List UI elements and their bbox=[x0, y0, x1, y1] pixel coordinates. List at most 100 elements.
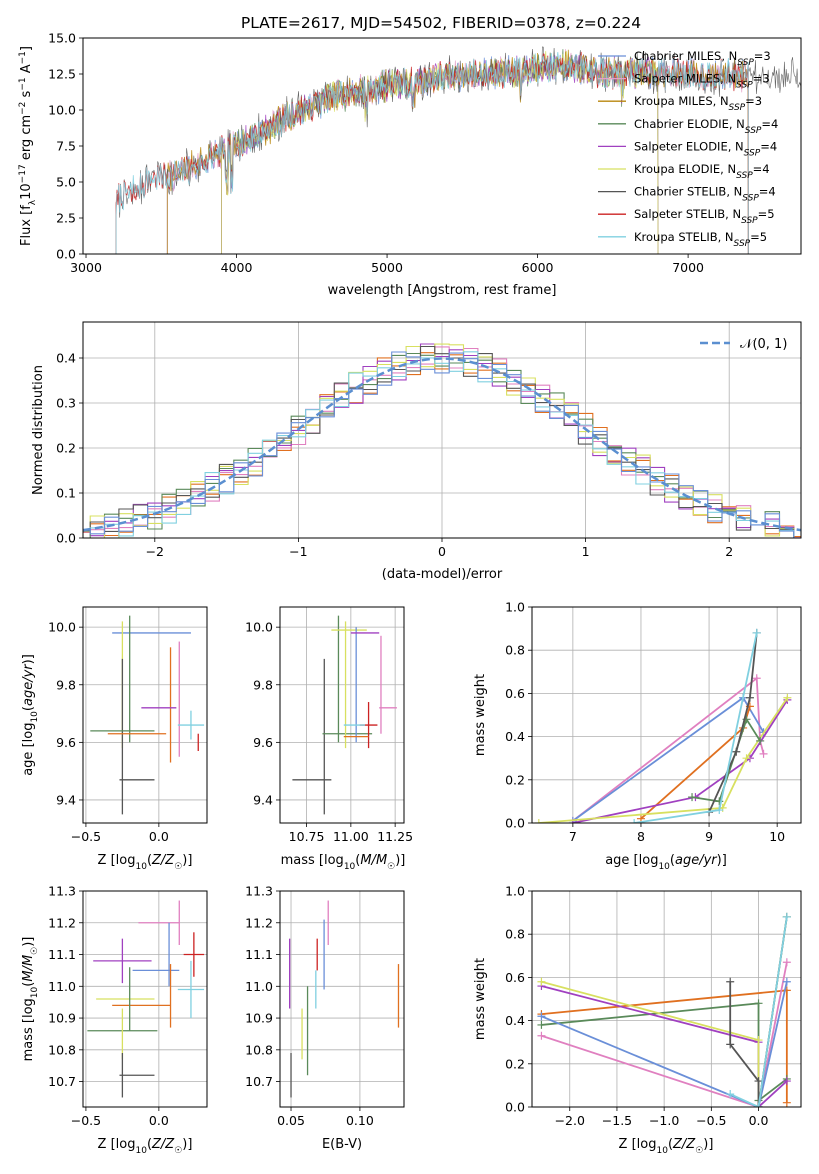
label-fragment: ☉ bbox=[174, 1146, 182, 1156]
axes-age-vs-mass: 10.75 11.00 11.25 9.4 9.6 9.8 10.0 mass [log10(… bbox=[245, 606, 413, 872]
x-tick-label: −1.5 bbox=[602, 1113, 632, 1128]
y-tick-label: 0.2 bbox=[505, 772, 525, 787]
x-tick-label: 0.10 bbox=[346, 1113, 374, 1128]
y-tick-label: 0.1 bbox=[56, 486, 76, 501]
x-tick-label: 5000 bbox=[371, 260, 403, 275]
y-tick-label: 10.0 bbox=[245, 620, 273, 635]
weight-line bbox=[708, 632, 758, 813]
weight-marker bbox=[752, 674, 761, 683]
y-tick-label: 2.5 bbox=[56, 211, 76, 226]
gaussian-curve bbox=[83, 357, 801, 532]
label-fragment: −17 bbox=[18, 164, 28, 183]
label-fragment: 10 bbox=[344, 862, 356, 872]
x-tick-label: 8 bbox=[637, 829, 645, 844]
y-tick-label: 10.7 bbox=[48, 1074, 76, 1089]
weight-marker bbox=[630, 819, 639, 823]
y-tick-label: 9.6 bbox=[56, 735, 76, 750]
label-fragment: λ bbox=[28, 199, 38, 205]
label-fragment: SSP bbox=[742, 194, 759, 204]
label-fragment: =3 bbox=[754, 49, 771, 63]
label-fragment: =3 bbox=[745, 94, 762, 108]
y-tick-label: 0.2 bbox=[505, 1056, 525, 1071]
weight-marker bbox=[782, 1077, 791, 1086]
x-tick-label: 7 bbox=[569, 829, 577, 844]
x-tick-label: 11.00 bbox=[333, 829, 369, 844]
axes-frame bbox=[279, 606, 405, 824]
weight-line bbox=[541, 962, 788, 1107]
y-tick-label: 0.0 bbox=[505, 816, 525, 831]
weight-marker bbox=[537, 977, 546, 986]
axes-frame bbox=[82, 606, 208, 824]
x-tick-label: 0.05 bbox=[277, 1113, 305, 1128]
x-tick-label: −0.5 bbox=[696, 1113, 726, 1128]
histogram-step bbox=[83, 352, 801, 538]
x-tick-label: −1 bbox=[289, 544, 307, 559]
weight-marker bbox=[715, 806, 724, 815]
legend-entry: Kroupa MILES, NSSP=3 bbox=[634, 94, 762, 113]
weight-marker bbox=[745, 693, 754, 702]
weight-marker bbox=[783, 693, 792, 702]
y-axis-label: Normed distribution bbox=[31, 365, 46, 495]
axes-residuals: −2 −1 0 1 2 0.0 0.1 0.2 0.3 0.4 𝒩(0, 1) (data-model… bbox=[31, 321, 802, 582]
label-fragment: ☉ bbox=[387, 862, 395, 872]
weight-marker bbox=[537, 1031, 546, 1040]
y-axis-label: mass weight bbox=[473, 958, 488, 1040]
legend-entry: Salpeter STELIB, NSSP=5 bbox=[634, 207, 775, 226]
label-fragment: age/yr bbox=[675, 853, 718, 868]
plot-area-spectrum bbox=[115, 46, 801, 254]
legend-entry: Salpeter ELODIE, NSSP=4 bbox=[634, 139, 777, 158]
label-fragment: SSP bbox=[745, 126, 762, 136]
label-fragment: )] bbox=[717, 853, 727, 868]
y-tick-label: 9.4 bbox=[56, 792, 76, 807]
label-fragment: ( bbox=[355, 853, 360, 868]
x-tick-label: 9 bbox=[705, 829, 713, 844]
y-axis-label: Flux [fλ10−17 erg cm−2 s−1 A−1] bbox=[18, 46, 38, 246]
y-tick-label: 0.0 bbox=[56, 531, 76, 546]
label-fragment: Z [log bbox=[619, 1137, 657, 1152]
weight-line bbox=[572, 676, 765, 822]
label-fragment: ( bbox=[147, 1137, 152, 1152]
x-axis-label: wavelength [Angstrom, rest frame] bbox=[328, 283, 557, 298]
y-tick-label: 10.9 bbox=[48, 1011, 76, 1026]
y-tick-label: 1.0 bbox=[505, 884, 525, 899]
plot-area-residuals bbox=[83, 343, 801, 538]
histogram-step bbox=[83, 343, 801, 538]
label-fragment: −1 bbox=[18, 51, 28, 64]
plot-area-age-vs-mass bbox=[292, 615, 397, 815]
label-fragment: =4 bbox=[761, 117, 778, 131]
y-tick-label: 11.1 bbox=[245, 947, 273, 962]
label-fragment: erg cm bbox=[19, 115, 34, 164]
label-fragment: Chabrier ELODIE, N bbox=[634, 117, 745, 131]
label-fragment: ☉ bbox=[30, 947, 40, 955]
weight-marker bbox=[782, 958, 791, 967]
label-fragment: age [log bbox=[21, 723, 36, 776]
x-axis-label: Z [log10(Z/Z☉)] bbox=[98, 853, 193, 872]
label-fragment: Kroupa STELIB, N bbox=[634, 230, 734, 244]
y-tick-label: 0.3 bbox=[56, 396, 76, 411]
weight-marker bbox=[742, 754, 751, 763]
x-axis-label: Z [log10(Z/Z☉)] bbox=[619, 1137, 714, 1156]
histogram-step bbox=[83, 351, 801, 538]
label-fragment: ( bbox=[21, 982, 36, 987]
weight-marker bbox=[754, 999, 763, 1008]
weight-marker bbox=[688, 793, 697, 802]
label-fragment: M/M bbox=[360, 853, 387, 868]
label-fragment: )] bbox=[21, 937, 36, 947]
weight-line bbox=[538, 697, 789, 823]
label-fragment: s bbox=[19, 90, 34, 101]
x-tick-label: 10 bbox=[769, 829, 785, 844]
plot-area-mass-weight-vs-age bbox=[534, 628, 792, 823]
weight-marker bbox=[726, 977, 735, 986]
y-tick-label: 11.2 bbox=[48, 915, 76, 930]
axes-mass-vs-Z: −0.5 0.0 10.7 10.8 10.9 11.0 11.1 11.2 11.3 Z [lo… bbox=[21, 884, 208, 1156]
y-tick-label: 11.1 bbox=[48, 947, 76, 962]
y-tick-label: 0.2 bbox=[56, 441, 76, 456]
y-tick-label: 0.0 bbox=[505, 1100, 525, 1115]
x-tick-label: −1.0 bbox=[649, 1113, 679, 1128]
legend-entry: 𝒩(0, 1) bbox=[740, 337, 787, 352]
x-tick-label: 11.25 bbox=[377, 829, 413, 844]
y-axis-label: age [log10(age/yr)] bbox=[21, 654, 40, 776]
y-tick-label: 1.0 bbox=[505, 600, 525, 615]
